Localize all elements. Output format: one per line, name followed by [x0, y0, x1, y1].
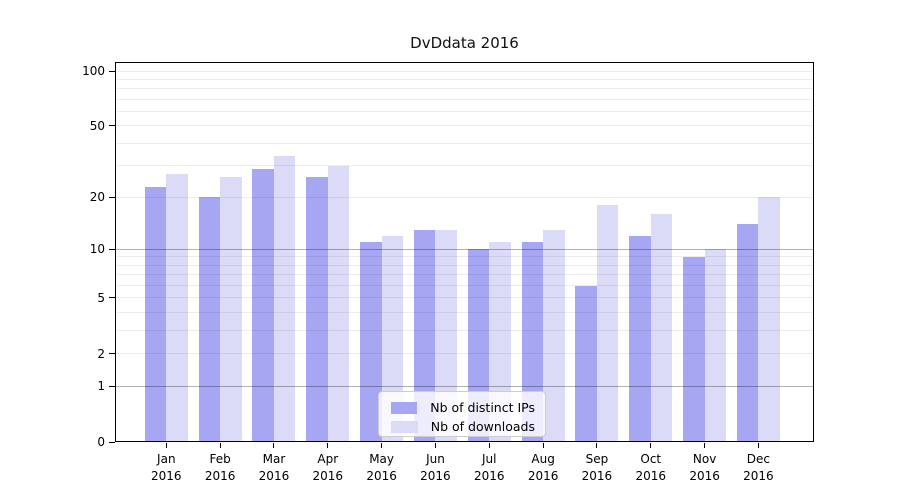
y-tick-label: 20 [89, 190, 105, 205]
bar-distinct-ips-jun [413, 229, 436, 442]
y-tick-label: 50 [89, 118, 105, 133]
bar-downloads-mar [273, 156, 296, 442]
bar-distinct-ips-nov [683, 256, 705, 442]
y-tick-label: 0 [97, 435, 105, 449]
y-tick-label: 1 [97, 379, 105, 394]
x-tick [381, 443, 383, 448]
y-tick [109, 353, 115, 355]
x-tick [704, 443, 706, 448]
bars-layer [115, 62, 814, 442]
y-tick [109, 70, 115, 72]
bar-distinct-ips-sep [575, 285, 597, 442]
bar-downloads-oct [650, 214, 673, 442]
bar-distinct-ips-oct [629, 235, 651, 442]
chart-title: DvDdata 2016 [410, 34, 519, 52]
x-tick-label: Sep 2016 [581, 452, 613, 483]
bar-downloads-jan [166, 174, 188, 442]
x-tick-label: Mar 2016 [258, 452, 290, 483]
x-tick [488, 443, 490, 448]
bar-distinct-ips-may [360, 242, 382, 442]
y-tick-label: 5 [97, 290, 105, 305]
legend: Nb of distinct IPs Nb of downloads [378, 391, 546, 437]
x-tick-label: Apr 2016 [312, 452, 344, 483]
x-tick-label: May 2016 [366, 452, 397, 483]
x-tick [650, 443, 652, 448]
bar-downloads-feb [220, 177, 242, 442]
plot-area: Nb of distinct IPs Nb of downloads [115, 62, 814, 442]
y-tick-label: 100 [82, 64, 105, 79]
bar-downloads-apr [327, 165, 350, 442]
legend-item-distinct-ips: Nb of distinct IPs [391, 398, 535, 417]
x-tick-label: Jul 2016 [473, 452, 505, 483]
x-tick-label: Jan 2016 [151, 452, 182, 483]
x-tick-label: Feb 2016 [204, 452, 236, 483]
y-tick [109, 125, 115, 127]
x-tick-label: Nov 2016 [689, 452, 720, 483]
x-tick-label: Oct 2016 [635, 452, 667, 483]
x-tick [757, 443, 759, 448]
y-tick [109, 441, 115, 443]
bar-downloads-sep [596, 205, 619, 442]
x-tick-label: Jun 2016 [420, 452, 451, 483]
x-tick [434, 443, 436, 448]
y-tick-label: 2 [97, 346, 105, 361]
bar-downloads-aug [543, 229, 565, 442]
y-tick [109, 385, 115, 387]
bar-distinct-ips-dec [736, 224, 759, 442]
y-tick [109, 248, 115, 250]
bar-distinct-ips-mar [252, 168, 274, 442]
x-tick [273, 443, 275, 448]
bar-distinct-ips-feb [198, 197, 221, 442]
x-tick [542, 443, 544, 448]
x-tick [165, 443, 167, 448]
legend-item-downloads: Nb of downloads [391, 417, 535, 436]
legend-label-distinct-ips: Nb of distinct IPs [430, 400, 535, 415]
x-tick [219, 443, 221, 448]
bar-downloads-dec [758, 197, 780, 442]
y-tick-label: 10 [89, 242, 105, 257]
legend-swatch-distinct-ips [391, 401, 418, 414]
bar-downloads-jun [435, 229, 457, 442]
legend-label-downloads: Nb of downloads [430, 419, 535, 434]
x-tick-label: Aug 2016 [527, 452, 559, 483]
bar-downloads-may [381, 235, 404, 442]
bar-distinct-ips-jan [144, 186, 167, 442]
x-tick [327, 443, 329, 448]
x-tick [596, 443, 598, 448]
x-tick-label: Dec 2016 [743, 452, 774, 483]
y-tick [109, 196, 115, 198]
y-tick [109, 297, 115, 299]
legend-swatch-downloads [391, 420, 418, 433]
bar-downloads-nov [704, 249, 727, 442]
bar-distinct-ips-apr [306, 177, 328, 442]
